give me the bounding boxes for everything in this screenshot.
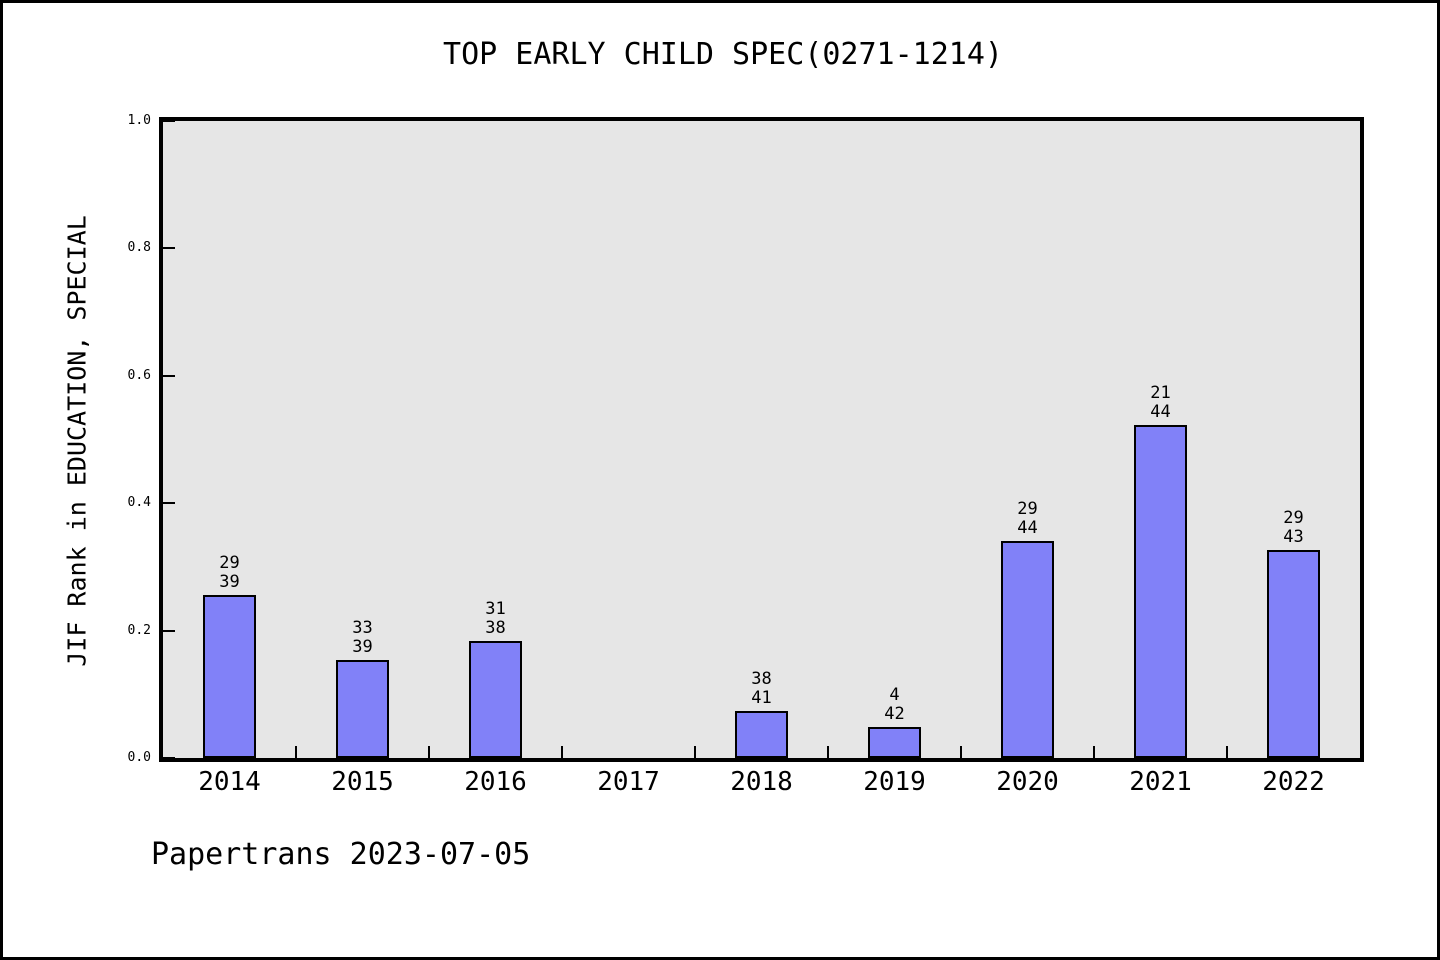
y-tick-mark bbox=[163, 502, 175, 505]
bar-label-denominator: 41 bbox=[751, 688, 772, 708]
bar-label-denominator: 38 bbox=[485, 618, 506, 638]
x-tick-label: 2014 bbox=[198, 767, 261, 797]
x-tick-mark bbox=[960, 746, 962, 758]
bar-label-numerator: 4 bbox=[889, 685, 900, 705]
bar bbox=[735, 711, 788, 758]
bar-value-label: 29 39 bbox=[185, 554, 275, 592]
bar-value-label: 31 38 bbox=[451, 600, 541, 638]
bar-label-denominator: 42 bbox=[884, 704, 905, 724]
bar-value-label: 38 41 bbox=[717, 670, 807, 708]
y-tick-mark bbox=[163, 629, 175, 632]
x-tick-label: 2022 bbox=[1262, 767, 1325, 797]
x-tick-mark bbox=[428, 746, 430, 758]
x-tick-mark bbox=[561, 746, 563, 758]
bar-label-denominator: 44 bbox=[1150, 402, 1171, 422]
y-tick-mark bbox=[163, 120, 175, 122]
x-tick-mark bbox=[694, 746, 696, 758]
y-tick-mark bbox=[163, 247, 175, 250]
bar bbox=[1267, 550, 1320, 758]
bar-label-numerator: 33 bbox=[352, 618, 373, 638]
bar-label-denominator: 44 bbox=[1017, 518, 1038, 538]
bar bbox=[203, 595, 256, 758]
y-tick-label: 1.0 bbox=[127, 113, 151, 128]
chart-title: TOP EARLY CHILD SPEC(0271-1214) bbox=[443, 37, 1003, 72]
y-tick-label: 0.2 bbox=[127, 622, 151, 638]
bar-label-denominator: 43 bbox=[1283, 527, 1304, 547]
bar bbox=[868, 727, 921, 758]
y-tick-label: 0.8 bbox=[127, 240, 151, 256]
chart-footer: Papertrans 2023-07-05 bbox=[151, 837, 531, 872]
y-tick-label: 0.6 bbox=[127, 367, 151, 383]
bar bbox=[1001, 541, 1054, 758]
y-tick-label: 0.0 bbox=[127, 750, 151, 765]
y-tick-mark bbox=[163, 374, 175, 377]
bar bbox=[469, 641, 522, 758]
y-tick-mark bbox=[163, 757, 175, 759]
x-tick-label: 2015 bbox=[331, 767, 394, 797]
y-axis-label: JIF Rank in EDUCATION, SPECIAL bbox=[62, 215, 92, 667]
x-tick-mark bbox=[1093, 746, 1095, 758]
bar-value-label: 33 39 bbox=[318, 619, 408, 657]
bar-value-label: 4 42 bbox=[850, 686, 940, 724]
bar-label-numerator: 29 bbox=[219, 553, 240, 573]
bar-label-numerator: 29 bbox=[1017, 499, 1038, 519]
x-tick-label: 2018 bbox=[730, 767, 793, 797]
bar bbox=[1134, 425, 1187, 758]
y-tick-label: 0.4 bbox=[127, 495, 151, 511]
bar-label-numerator: 38 bbox=[751, 669, 772, 689]
bar-label-numerator: 29 bbox=[1283, 508, 1304, 528]
bar-label-denominator: 39 bbox=[352, 637, 373, 657]
plot-area: 0.0 0.2 0.4 0.6 0.8 1.0 2014 29 39 2015 33 39 2016 31… bbox=[128, 113, 1364, 797]
x-tick-label: 2021 bbox=[1129, 767, 1192, 797]
bar bbox=[336, 660, 389, 758]
x-tick-mark bbox=[827, 746, 829, 758]
x-tick-mark bbox=[1226, 746, 1228, 758]
bar-label-denominator: 39 bbox=[219, 572, 240, 592]
bar-label-numerator: 31 bbox=[485, 599, 506, 619]
x-tick-mark bbox=[295, 746, 297, 758]
bar-label-numerator: 21 bbox=[1150, 383, 1171, 403]
bar-value-label: 29 43 bbox=[1249, 509, 1339, 547]
bar-value-label: 29 44 bbox=[983, 500, 1073, 538]
x-tick-label: 2020 bbox=[996, 767, 1059, 797]
bar-value-label: 21 44 bbox=[1116, 384, 1206, 422]
x-tick-label: 2016 bbox=[464, 767, 527, 797]
x-tick-label: 2019 bbox=[863, 767, 926, 797]
x-tick-label: 2017 bbox=[597, 767, 660, 797]
